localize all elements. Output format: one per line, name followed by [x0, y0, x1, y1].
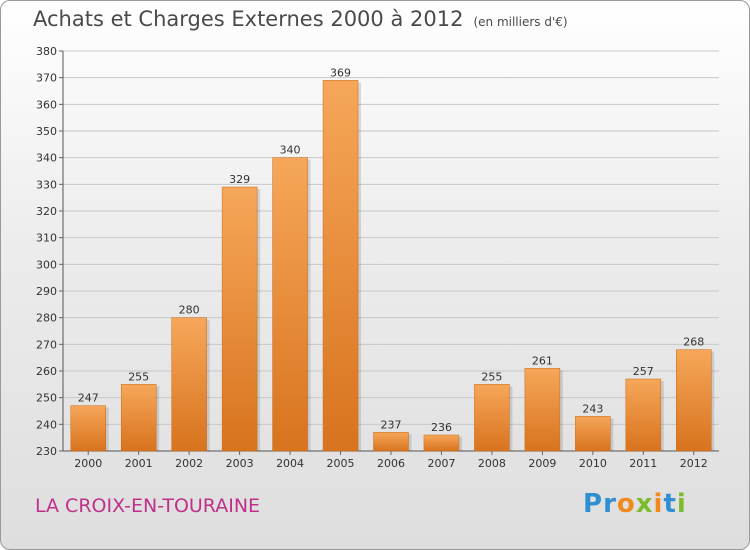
y-tick-label: 310	[36, 232, 57, 245]
x-tick-label: 2005	[327, 457, 355, 470]
bar-2010	[575, 416, 611, 452]
x-tick-label: 2011	[629, 457, 657, 470]
value-label: 261	[532, 354, 553, 367]
y-tick-label: 350	[36, 125, 57, 138]
logo-letter: i	[676, 489, 687, 519]
y-tick-label: 250	[36, 392, 57, 405]
y-tick-label: 340	[36, 152, 57, 165]
value-label: 257	[633, 365, 654, 378]
x-tick-label: 2006	[377, 457, 405, 470]
bar-2001	[120, 384, 157, 452]
value-label: 237	[381, 418, 402, 431]
commune-name: LA CROIX-EN-TOURAINE	[35, 495, 261, 517]
logo-letter: t	[663, 489, 677, 519]
y-tick-label: 370	[36, 72, 57, 85]
y-tick-label: 320	[36, 205, 57, 218]
value-label: 247	[78, 392, 99, 405]
bar-2004	[272, 157, 308, 452]
logo-letter: o	[616, 489, 636, 519]
logo-letter: P	[583, 489, 604, 519]
x-tick-label: 2012	[680, 457, 708, 470]
value-label: 255	[481, 370, 502, 383]
x-tick-label: 2010	[579, 457, 607, 470]
bar-2011	[625, 378, 662, 452]
x-tick-label: 2001	[125, 457, 153, 470]
y-tick-label: 240	[36, 418, 57, 431]
value-label: 329	[229, 173, 250, 186]
y-tick-label: 300	[36, 258, 57, 271]
bar-2002	[171, 317, 207, 452]
y-tick-label: 290	[36, 285, 57, 298]
bar-2000	[70, 405, 106, 452]
chart-title-text: Achats et Charges Externes 2000 à 2012	[33, 7, 464, 31]
bar-2005	[322, 80, 359, 452]
logo-letter: r	[603, 489, 617, 519]
bar-2012	[676, 349, 712, 452]
value-label: 255	[128, 370, 149, 383]
bar-2003	[221, 186, 258, 452]
y-tick-label: 270	[36, 338, 57, 351]
value-label: 236	[431, 421, 452, 434]
chart-subtitle: (en milliers d'€)	[473, 15, 568, 29]
proxiti-logo[interactable]: Proxiti	[583, 489, 687, 519]
logo-letter: x	[635, 489, 654, 519]
x-tick-label: 2002	[175, 457, 203, 470]
y-tick-label: 380	[36, 45, 57, 58]
value-label: 243	[582, 402, 603, 415]
x-tick-label: 2003	[226, 457, 254, 470]
y-tick-label: 280	[36, 312, 57, 325]
logo-letter: i	[653, 489, 664, 519]
x-tick-label: 2000	[74, 457, 102, 470]
value-label: 340	[280, 144, 301, 157]
bar-2009	[524, 368, 561, 452]
y-tick-label: 230	[36, 445, 57, 458]
x-tick-label: 2008	[478, 457, 506, 470]
y-tick-label: 360	[36, 98, 57, 111]
bar-2007	[423, 434, 460, 452]
bar-2008	[474, 384, 510, 452]
value-label: 369	[330, 66, 351, 79]
x-tick-label: 2009	[528, 457, 556, 470]
bar-2006	[373, 432, 409, 452]
x-tick-label: 2007	[427, 457, 455, 470]
x-tick-label: 2004	[276, 457, 304, 470]
y-tick-label: 330	[36, 178, 57, 191]
y-tick-label: 260	[36, 365, 57, 378]
value-label: 280	[179, 304, 200, 317]
value-label: 268	[683, 336, 704, 349]
chart-title: Achats et Charges Externes 2000 à 2012 (e…	[33, 7, 568, 31]
